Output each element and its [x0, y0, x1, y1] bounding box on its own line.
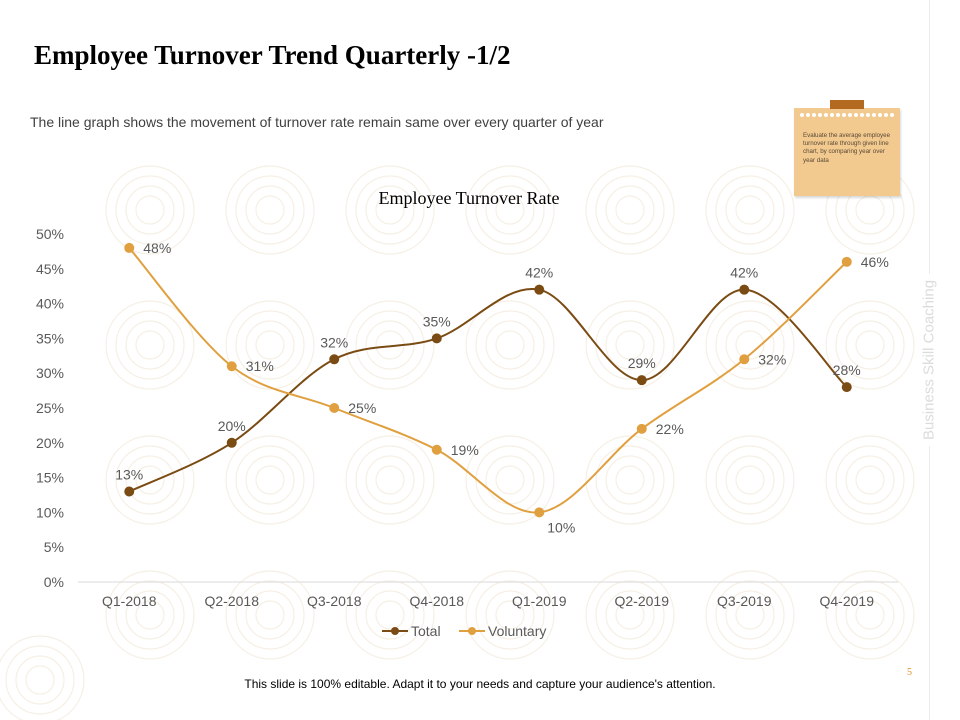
y-tick-label: 50% [36, 226, 64, 242]
data-label-total: 13% [115, 467, 143, 483]
background-ring-15 [225, 435, 315, 525]
sticky-note [794, 108, 900, 196]
data-label-voluntary: 19% [451, 442, 479, 458]
x-tick-label: Q3-2019 [717, 593, 772, 609]
background-ring-16 [345, 435, 435, 525]
x-tick-label: Q1-2019 [512, 593, 567, 609]
page-number: 5 [907, 667, 912, 678]
legend-swatch-marker [391, 627, 399, 635]
y-tick-label: 45% [36, 261, 64, 277]
data-point-voluntary [636, 423, 647, 434]
background-ring-7 [105, 300, 195, 390]
slide-subtitle: The line graph shows the movement of tur… [30, 114, 604, 130]
data-point-total [226, 437, 237, 448]
legend-item-total: Total [382, 623, 441, 639]
y-tick-label: 30% [36, 365, 64, 381]
data-point-total [329, 354, 340, 365]
data-point-voluntary [841, 256, 852, 267]
background-ring-11 [585, 300, 675, 390]
slide-title: Employee Turnover Trend Quarterly -1/2 [34, 40, 511, 70]
x-tick-label: Q2-2018 [205, 593, 260, 609]
data-point-voluntary [124, 242, 135, 253]
background-ring-24 [465, 570, 555, 660]
legend-item-voluntary: Voluntary [459, 623, 546, 639]
data-point-total [534, 284, 545, 295]
x-tick-label: Q4-2018 [410, 593, 465, 609]
data-label-voluntary: 22% [656, 421, 684, 437]
data-label-voluntary: 10% [547, 519, 575, 535]
footer-note: This slide is 100% editable. Adapt it to… [244, 677, 716, 691]
y-tick-label: 20% [36, 435, 64, 451]
data-point-voluntary [431, 444, 442, 455]
background-ring-27 [825, 570, 915, 660]
y-tick-label: 10% [36, 504, 64, 520]
data-point-voluntary [226, 361, 237, 372]
background-ring-28 [0, 635, 85, 720]
background-ring-21 [105, 570, 195, 660]
background-ring-1 [225, 165, 315, 255]
x-tick-label: Q2-2019 [615, 593, 670, 609]
data-point-total [124, 486, 135, 497]
sticky-note-pin [830, 100, 864, 109]
sticky-note-dots [794, 110, 900, 120]
y-tick-label: 35% [36, 330, 64, 346]
data-label-total: 20% [218, 418, 246, 434]
background-ring-18 [585, 435, 675, 525]
data-label-voluntary: 32% [758, 351, 786, 367]
y-tick-label: 40% [36, 296, 64, 312]
background-ring-25 [585, 570, 675, 660]
data-label-total: 42% [525, 265, 553, 281]
y-tick-label: 15% [36, 470, 64, 486]
legend-label: Total [411, 623, 441, 639]
data-point-voluntary [329, 403, 340, 413]
data-label-total: 35% [423, 313, 451, 329]
sticky-note-text: Evaluate the average employee turnover r… [803, 132, 891, 164]
background-ring-9 [345, 300, 435, 390]
y-tick-label: 25% [36, 400, 64, 416]
data-label-total: 42% [730, 265, 758, 281]
background-ring-12 [705, 300, 795, 390]
chart-title: Employee Turnover Rate [379, 188, 560, 208]
data-point-voluntary [534, 507, 545, 518]
legend-label: Voluntary [488, 623, 546, 639]
data-label-voluntary: 25% [348, 400, 376, 416]
background-ring-26 [705, 570, 795, 660]
data-point-total [739, 284, 750, 295]
data-point-total [841, 382, 852, 393]
x-tick-label: Q3-2018 [307, 593, 362, 609]
x-tick-label: Q4-2019 [820, 593, 875, 609]
background-ring-3 [465, 165, 555, 255]
data-label-total: 29% [628, 355, 656, 371]
data-label-voluntary: 48% [143, 240, 171, 256]
background-ring-4 [585, 165, 675, 255]
background-ring-2 [345, 165, 435, 255]
background-ring-22 [225, 570, 315, 660]
background-ring-20 [825, 435, 915, 525]
data-point-total [636, 375, 647, 386]
background-ring-5 [705, 165, 795, 255]
data-label-total: 32% [320, 334, 348, 350]
data-label-voluntary: 46% [861, 254, 889, 270]
data-label-voluntary: 31% [246, 358, 274, 374]
background-ring-10 [465, 300, 555, 390]
background-ring-0 [105, 165, 195, 255]
legend-swatch-marker [468, 627, 476, 635]
y-tick-label: 0% [44, 574, 64, 590]
x-tick-label: Q1-2018 [102, 593, 157, 609]
data-point-total [431, 333, 442, 344]
data-point-voluntary [739, 354, 750, 365]
background-ring-19 [705, 435, 795, 525]
series-line-total [128, 287, 848, 493]
background-ring-8 [225, 300, 315, 390]
y-tick-label: 5% [44, 539, 64, 555]
background-ring-23 [345, 570, 435, 660]
data-label-total: 28% [833, 362, 861, 378]
background-ring-14 [105, 435, 195, 525]
background-ring-13 [825, 300, 915, 390]
series-line-voluntary [128, 247, 848, 514]
